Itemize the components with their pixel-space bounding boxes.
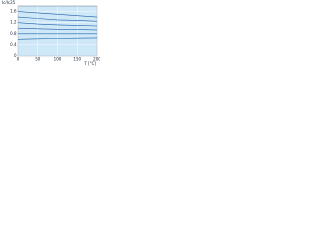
series-line xyxy=(17,37,98,40)
x-tick-label: 200 xyxy=(93,57,100,62)
x-tick-label: 0 xyxy=(17,57,20,62)
x-tick-label: 50 xyxy=(35,57,41,62)
page: {"chart_data":{"type":"line","x_label":"… xyxy=(0,0,100,67)
y-tick-label: 0.4 xyxy=(10,42,17,47)
y-tick-label: 0 xyxy=(14,53,17,58)
y-tick-label: 0.8 xyxy=(10,31,17,36)
series-line xyxy=(17,11,98,18)
series-line xyxy=(17,27,98,31)
x-axis-label: T [°C] xyxy=(83,61,96,66)
series-line xyxy=(17,16,98,22)
chart: Ic/Ic25 T [°C] 0 0.4 0.8 1.2 1.6 0 50 100 150 200 xyxy=(2,0,100,66)
series-line xyxy=(17,22,98,27)
y-tick-label: 1.2 xyxy=(10,20,17,25)
y-axis-label: Ic/Ic25 xyxy=(2,0,16,5)
x-tick-label: 100 xyxy=(54,57,62,62)
x-tick-label: 150 xyxy=(73,57,81,62)
y-tick-label: 1.6 xyxy=(10,9,17,14)
